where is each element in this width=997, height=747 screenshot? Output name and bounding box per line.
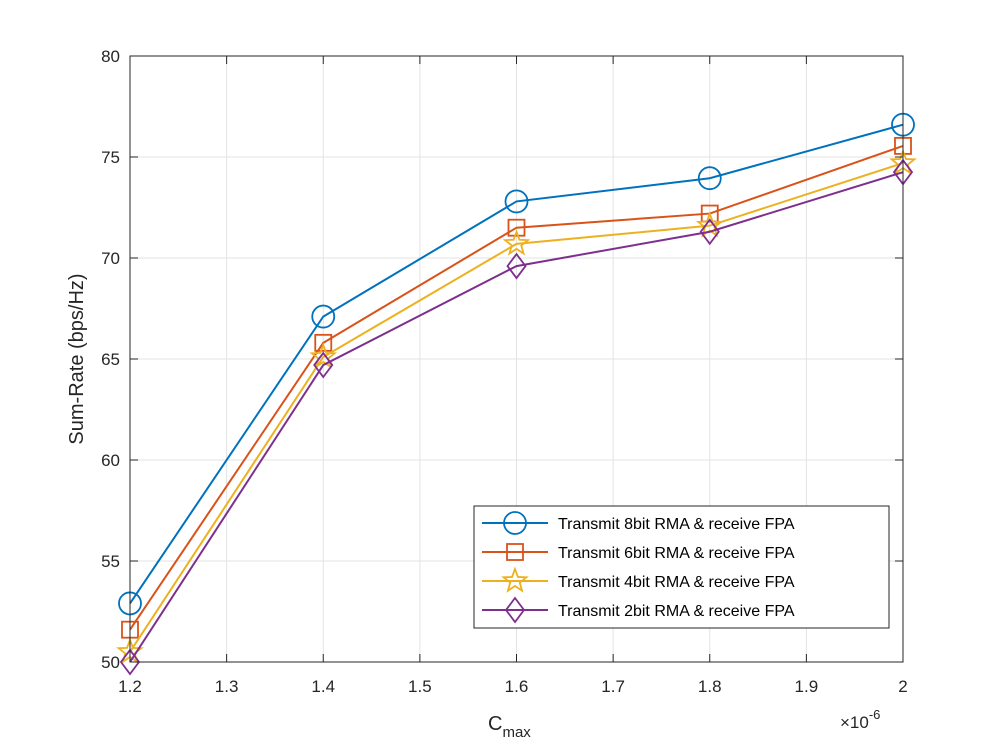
data-point-star — [309, 342, 338, 369]
series-line — [129, 123, 904, 604]
x-tick-label: 1.7 — [601, 677, 625, 696]
data-point-star — [695, 211, 724, 238]
y-tick-label: 70 — [101, 249, 120, 268]
x-axis-exponent: ×10-6 — [840, 707, 880, 732]
data-point-diamond — [506, 252, 527, 280]
legend-item: Transmit 2bit RMA & receive FPA — [482, 596, 795, 624]
x-tick-label: 1.5 — [408, 677, 432, 696]
data-point-square — [314, 333, 333, 352]
y-tick-label: 60 — [101, 451, 120, 470]
legend-item: Transmit 4bit RMA & receive FPA — [482, 566, 795, 593]
x-tick-label: 1.6 — [505, 677, 529, 696]
series-line — [129, 162, 904, 653]
x-tick-label: 1.4 — [311, 677, 335, 696]
x-axis-exponent-power: -6 — [869, 707, 881, 722]
x-tick-label: 2 — [898, 677, 907, 696]
y-axis-label: Sum-Rate (bps/Hz) — [66, 273, 88, 444]
data-point-diamond — [119, 648, 141, 676]
data-point-diamond — [699, 218, 720, 246]
legend-label: Transmit 2bit RMA & receive FPA — [558, 603, 795, 620]
x-tick-label: 1.9 — [795, 677, 819, 696]
legend-item: Transmit 8bit RMA & receive FPA — [482, 511, 795, 535]
legend-label: Transmit 8bit RMA & receive FPA — [558, 516, 795, 533]
y-tick-label: 80 — [101, 47, 120, 66]
x-axis-exponent-base: ×10 — [840, 713, 869, 732]
ticks: 1.2 1.3 1.4 1.5 1.6 1.7 1.8 1.9 2 50 55 60 65 70 75 80 — [101, 47, 908, 696]
data-point-square — [507, 218, 526, 237]
legend-box — [473, 505, 890, 629]
y-tick-label: 75 — [101, 148, 120, 167]
y-tick-label: 65 — [101, 350, 120, 369]
legend-marker-square — [506, 543, 524, 561]
x-axis-label: Cmax — [488, 713, 531, 741]
legend-item: Transmit 6bit RMA & receive FPA — [482, 543, 795, 562]
series-line — [129, 171, 904, 663]
y-tick-label: 50 — [101, 653, 120, 672]
data-point-star — [502, 229, 531, 256]
data-point-circle — [311, 304, 336, 329]
x-axis-label-main: C — [488, 713, 502, 735]
x-axis-label-subscript: max — [502, 724, 531, 741]
legend-label: Transmit 4bit RMA & receive FPA — [558, 574, 795, 591]
legend-label: Transmit 6bit RMA & receive FPA — [558, 545, 795, 562]
series-line — [129, 144, 904, 631]
data-point-circle — [697, 166, 722, 191]
legend-marker-diamond — [504, 596, 526, 624]
x-tick-label: 1.2 — [118, 677, 142, 696]
data-point-diamond — [313, 351, 334, 379]
legend-marker-star — [501, 566, 529, 593]
legend-marker-circle — [503, 511, 527, 535]
data-point-circle — [504, 189, 529, 214]
x-tick-label: 1.3 — [215, 677, 239, 696]
y-tick-label: 55 — [101, 552, 120, 571]
x-tick-label: 1.8 — [698, 677, 722, 696]
series-4 — [119, 158, 914, 676]
data-point-square — [700, 204, 719, 223]
legend: Transmit 8bit RMA & receive FPA Transmit … — [473, 505, 890, 629]
